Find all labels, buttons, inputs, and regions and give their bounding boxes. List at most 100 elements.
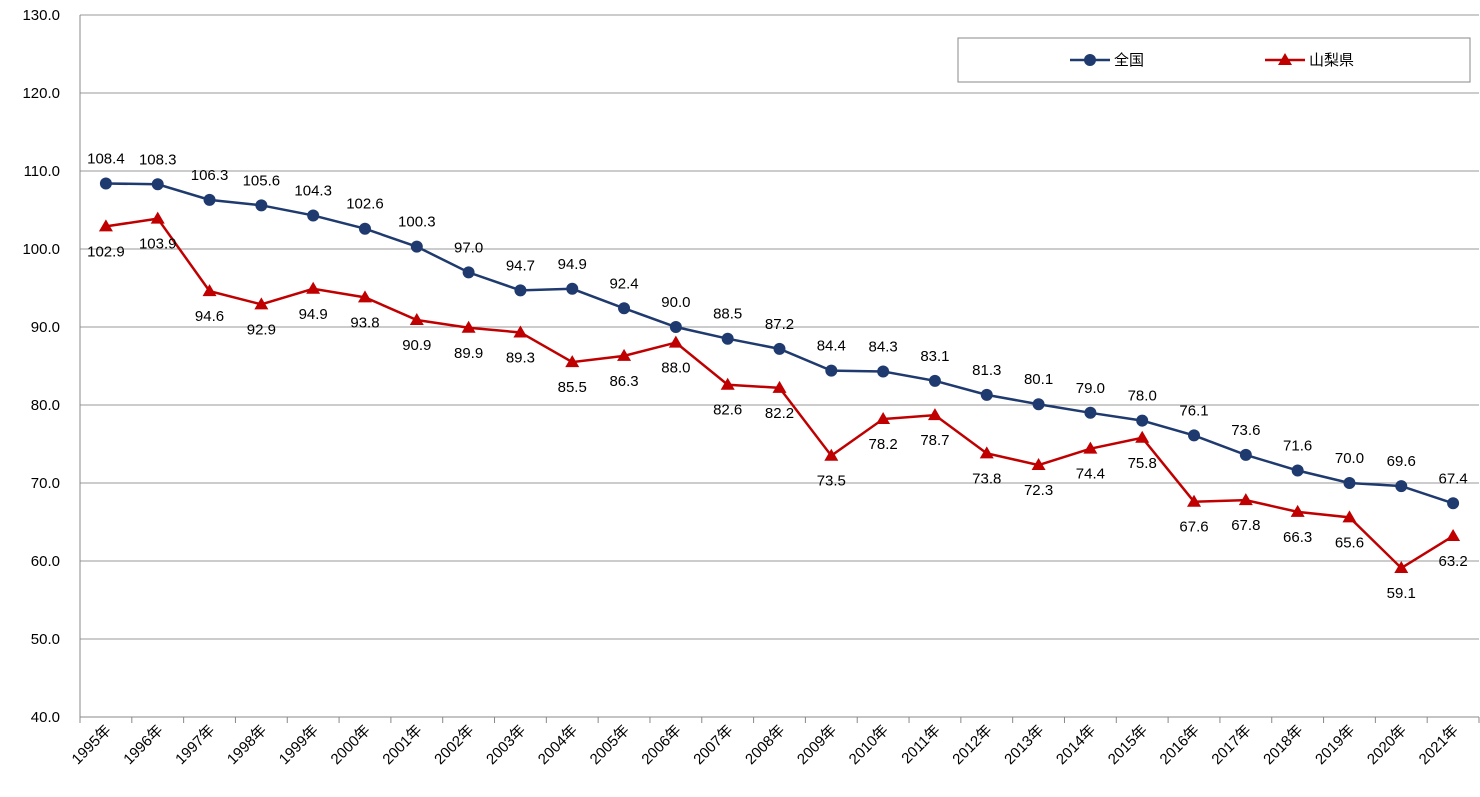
y-tick-label: 70.0 (31, 475, 60, 492)
y-tick-label: 110.0 (24, 163, 60, 180)
data-label: 72.3 (1024, 482, 1053, 499)
point (877, 365, 890, 378)
data-label: 87.2 (765, 316, 794, 333)
point (1239, 448, 1252, 461)
data-label: 73.6 (1231, 422, 1260, 439)
x-tick-label: 2020年 (1364, 722, 1410, 768)
data-label: 78.2 (869, 436, 898, 453)
data-label: 88.0 (661, 360, 690, 377)
point (1136, 414, 1149, 427)
point (1291, 464, 1304, 477)
point (876, 412, 891, 425)
data-label: 84.3 (869, 338, 898, 355)
legend-marker (1084, 54, 1096, 66)
x-tick-label: 2003年 (483, 722, 529, 768)
x-tick-label: 2021年 (1416, 722, 1462, 768)
data-label: 103.9 (139, 236, 177, 253)
x-tick-label: 2006年 (638, 722, 684, 768)
point (1290, 504, 1305, 517)
data-label: 81.3 (972, 362, 1001, 379)
y-tick-label: 50.0 (31, 631, 60, 648)
x-tick-label: 2019年 (1312, 722, 1358, 768)
data-label: 69.6 (1387, 453, 1416, 470)
point (410, 240, 423, 253)
point (928, 374, 941, 387)
point (514, 284, 527, 297)
data-label: 67.4 (1438, 470, 1467, 487)
point (617, 348, 632, 361)
data-label: 78.0 (1128, 388, 1157, 405)
point (357, 290, 372, 303)
x-tick-label: 2001年 (379, 722, 425, 768)
point (1342, 510, 1357, 523)
data-label: 90.9 (402, 337, 431, 354)
point (462, 266, 475, 279)
point (99, 177, 112, 190)
x-tick-label: 2004年 (535, 722, 581, 768)
data-label: 83.1 (920, 348, 949, 365)
data-label: 100.3 (398, 214, 436, 231)
point (1343, 477, 1356, 489)
x-tick-label: 2008年 (742, 722, 788, 768)
x-tick-label: 2013年 (1001, 722, 1047, 768)
point (668, 335, 683, 348)
data-label: 82.2 (765, 405, 794, 422)
point (772, 380, 787, 393)
data-label: 108.3 (139, 151, 177, 168)
x-tick-label: 1996年 (120, 722, 166, 768)
point (566, 282, 579, 295)
point (980, 388, 993, 401)
legend-marker (1278, 53, 1292, 65)
point (307, 209, 320, 222)
point (513, 325, 528, 338)
data-label: 93.8 (350, 314, 379, 331)
data-label: 104.3 (294, 182, 332, 199)
y-tick-label: 130.0 (22, 7, 60, 24)
point (1031, 458, 1046, 471)
data-label: 94.9 (299, 306, 328, 323)
x-tick-label: 2016年 (1157, 722, 1203, 768)
point (1395, 480, 1408, 493)
legend-box (957, 37, 1471, 83)
point (720, 377, 735, 390)
point (1032, 398, 1045, 411)
x-tick-label: 1995年 (69, 722, 115, 768)
legend-label: 全国 (1114, 51, 1144, 69)
point (1394, 561, 1409, 574)
point (1187, 494, 1202, 507)
point (979, 446, 994, 459)
x-tick-label: 2005年 (587, 722, 633, 768)
point (151, 178, 164, 191)
x-tick-label: 2017年 (1208, 722, 1254, 768)
data-label: 94.7 (506, 257, 535, 274)
point (565, 355, 580, 368)
data-label: 73.8 (972, 470, 1001, 487)
x-tick-label: 2011年 (898, 722, 943, 767)
data-label: 75.8 (1128, 455, 1157, 472)
y-tick-label: 60.0 (31, 553, 60, 570)
point (202, 284, 217, 297)
data-label: 90.0 (661, 294, 690, 311)
x-tick-label: 2000年 (328, 722, 374, 768)
data-label: 84.4 (817, 338, 846, 355)
data-label: 88.5 (713, 306, 742, 323)
point (1188, 429, 1201, 442)
data-label: 65.6 (1335, 534, 1364, 551)
data-label: 102.9 (87, 243, 125, 260)
data-label: 89.3 (506, 349, 535, 366)
x-tick-label: 1997年 (172, 722, 218, 768)
data-label: 86.3 (609, 373, 638, 390)
x-tick-label: 2010年 (846, 722, 892, 768)
data-label: 67.8 (1231, 517, 1260, 534)
point (1083, 441, 1098, 454)
x-tick-label: 1999年 (276, 722, 322, 768)
legend-label: 山梨県 (1309, 52, 1354, 69)
point (409, 312, 424, 325)
data-label: 63.2 (1438, 553, 1467, 570)
point (773, 342, 786, 355)
x-tick-label: 2018年 (1260, 722, 1306, 768)
point (669, 321, 682, 333)
point (150, 211, 165, 224)
y-tick-label: 90.0 (31, 319, 60, 336)
